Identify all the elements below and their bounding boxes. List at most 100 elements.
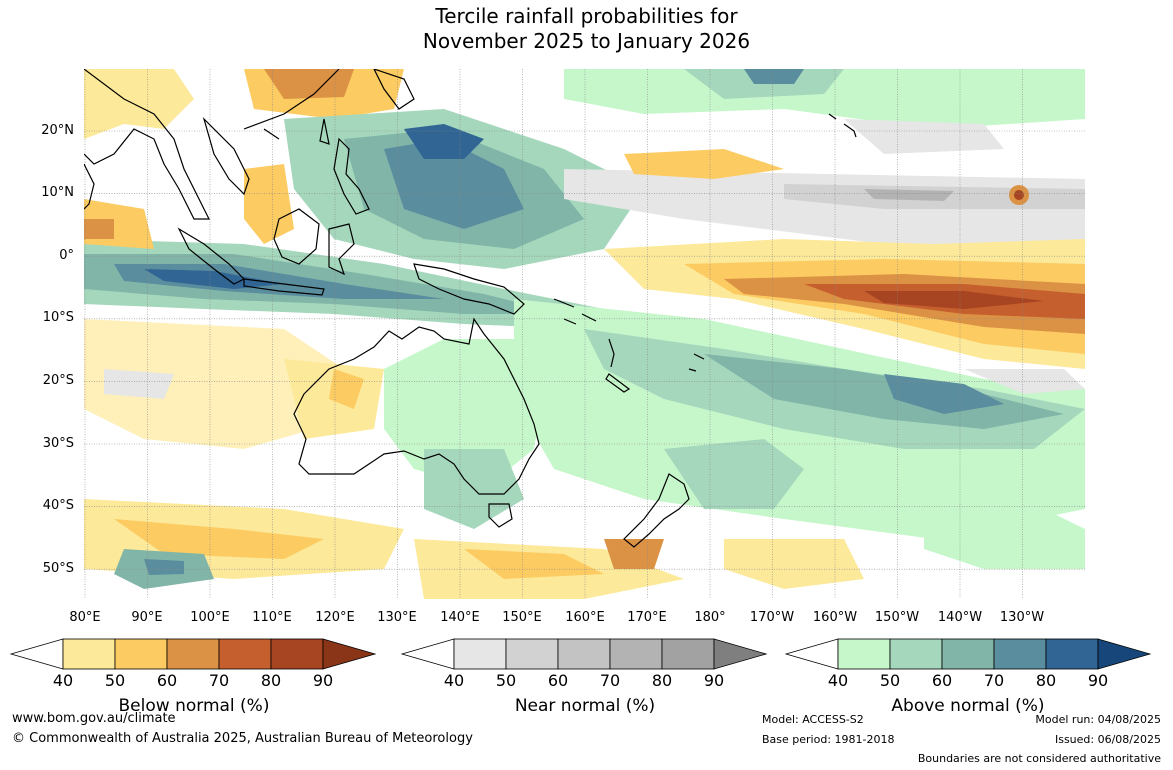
philippines-coastline <box>333 137 370 215</box>
above-tick-90: 90 <box>1087 671 1109 690</box>
new-guinea-coastline <box>413 263 525 315</box>
colorbar-segment <box>270 638 324 670</box>
below-tick-50: 50 <box>104 671 126 690</box>
colorbar-segment <box>993 638 1047 670</box>
below-tick-60: 60 <box>156 671 178 690</box>
colorbar-segment <box>889 638 943 670</box>
copyright-text: © Commonwealth of Australia 2025, Austra… <box>12 731 473 746</box>
lon-label-80e: 80°E <box>69 610 101 625</box>
lat-label-40s: 40°S <box>42 498 74 513</box>
lon-label-110e: 110°E <box>252 610 292 625</box>
colorbar-segment <box>837 638 891 670</box>
colorbar-max-extension <box>713 638 768 670</box>
australia-coastline <box>293 317 540 495</box>
vanuatu-coastline <box>608 338 615 368</box>
lon-label-130w: 130°W <box>999 610 1045 625</box>
lat-label-10n: 10°N <box>41 185 74 200</box>
near-normal-title: Near normal (%) <box>514 696 656 716</box>
lon-label-170e: 170°E <box>627 610 667 625</box>
lon-label-140w: 140°W <box>937 610 983 625</box>
title-line-1: Tercile rainfall probabilities for <box>435 4 738 28</box>
lon-label-140e: 140°E <box>440 610 480 625</box>
lat-label-50s: 50°S <box>42 561 74 576</box>
colorbar-max-extension <box>322 638 377 670</box>
rainfall-probability-map <box>84 69 1085 599</box>
issued-text: Issued: 06/08/2025 <box>1054 733 1161 746</box>
above-tick-70: 70 <box>983 671 1005 690</box>
below-normal-title: Below normal (%) <box>118 696 270 716</box>
sumatra-coastline <box>177 227 246 285</box>
above-tick-40: 40 <box>827 671 849 690</box>
lon-label-160e: 160°E <box>565 610 605 625</box>
probability-field <box>84 69 1085 599</box>
colorbar-segment <box>218 638 272 670</box>
lat-label-20s: 20°S <box>42 373 74 388</box>
colorbar-segment <box>505 638 559 670</box>
gridlines <box>84 69 1085 599</box>
disclaimer-text: Boundaries are not considered authoritat… <box>917 752 1161 765</box>
coastlines <box>84 69 857 548</box>
above-tick-80: 80 <box>1035 671 1057 690</box>
lat-label-30s: 30°S <box>42 436 74 451</box>
new-zealand-coastline <box>623 473 690 548</box>
hawaii-coastline <box>828 113 857 138</box>
near-tick-80: 80 <box>651 671 673 690</box>
near-tick-70: 70 <box>599 671 621 690</box>
model-text: Model: ACCESS-S2 <box>762 713 864 726</box>
colorbar-segment <box>453 638 507 670</box>
near-tick-40: 40 <box>443 671 465 690</box>
lon-label-120e: 120°E <box>315 610 355 625</box>
solomon-islands-coastline <box>553 298 597 325</box>
se-asia-coastline <box>84 69 250 220</box>
lat-label-equator: 0° <box>59 248 74 263</box>
china-coastline <box>243 69 340 145</box>
model-run-text: Model run: 04/08/2025 <box>1035 713 1161 726</box>
below-tick-90: 90 <box>312 671 334 690</box>
colorbar-segment <box>166 638 220 670</box>
colorbar-segment <box>114 638 168 670</box>
lat-label-10s: 10°S <box>42 310 74 325</box>
below-tick-40: 40 <box>52 671 74 690</box>
below-tick-70: 70 <box>208 671 230 690</box>
colorbar-min-extension <box>401 638 455 670</box>
near-tick-90: 90 <box>703 671 725 690</box>
sulawesi-coastline <box>328 223 355 276</box>
fiji-coastline <box>688 353 705 372</box>
near-tick-50: 50 <box>495 671 517 690</box>
colorbar-min-extension <box>785 638 839 670</box>
lon-label-180: 180° <box>694 610 726 625</box>
title-line-2: November 2025 to January 2026 <box>422 29 751 53</box>
colorbar-min-extension <box>10 638 64 670</box>
below-normal-colorbar <box>10 638 377 670</box>
colorbar-segment <box>557 638 611 670</box>
japan-coastline <box>373 69 415 110</box>
colorbar-segment <box>941 638 995 670</box>
near-normal-colorbar <box>401 638 768 670</box>
chart-title: Tercile rainfall probabilities for Novem… <box>0 4 1173 54</box>
new-caledonia-coastline <box>605 373 631 393</box>
colorbar-segment <box>661 638 715 670</box>
near-tick-60: 60 <box>547 671 569 690</box>
java-coastline <box>243 278 325 296</box>
lon-label-150w: 150°W <box>874 610 920 625</box>
website-link[interactable]: www.bom.gov.au/climate <box>12 711 176 726</box>
lon-label-100e: 100°E <box>190 610 230 625</box>
base-period-text: Base period: 1981-2018 <box>762 733 895 746</box>
below-tick-80: 80 <box>260 671 282 690</box>
lon-label-170w: 170°W <box>749 610 795 625</box>
map-canvas <box>84 69 1085 599</box>
tasmania-coastline <box>488 503 513 528</box>
india-coastline <box>84 163 95 210</box>
colorbar-segment <box>62 638 116 670</box>
colorbar-segment <box>609 638 663 670</box>
colorbar-max-extension <box>1097 638 1152 670</box>
borneo-coastline <box>273 208 320 265</box>
above-normal-colorbar <box>785 638 1152 670</box>
lon-label-130e: 130°E <box>377 610 417 625</box>
above-tick-60: 60 <box>931 671 953 690</box>
lon-label-160w: 160°W <box>812 610 858 625</box>
above-tick-50: 50 <box>879 671 901 690</box>
above-normal-title: Above normal (%) <box>891 696 1045 716</box>
lon-label-90e: 90°E <box>131 610 163 625</box>
lon-label-150e: 150°E <box>502 610 542 625</box>
